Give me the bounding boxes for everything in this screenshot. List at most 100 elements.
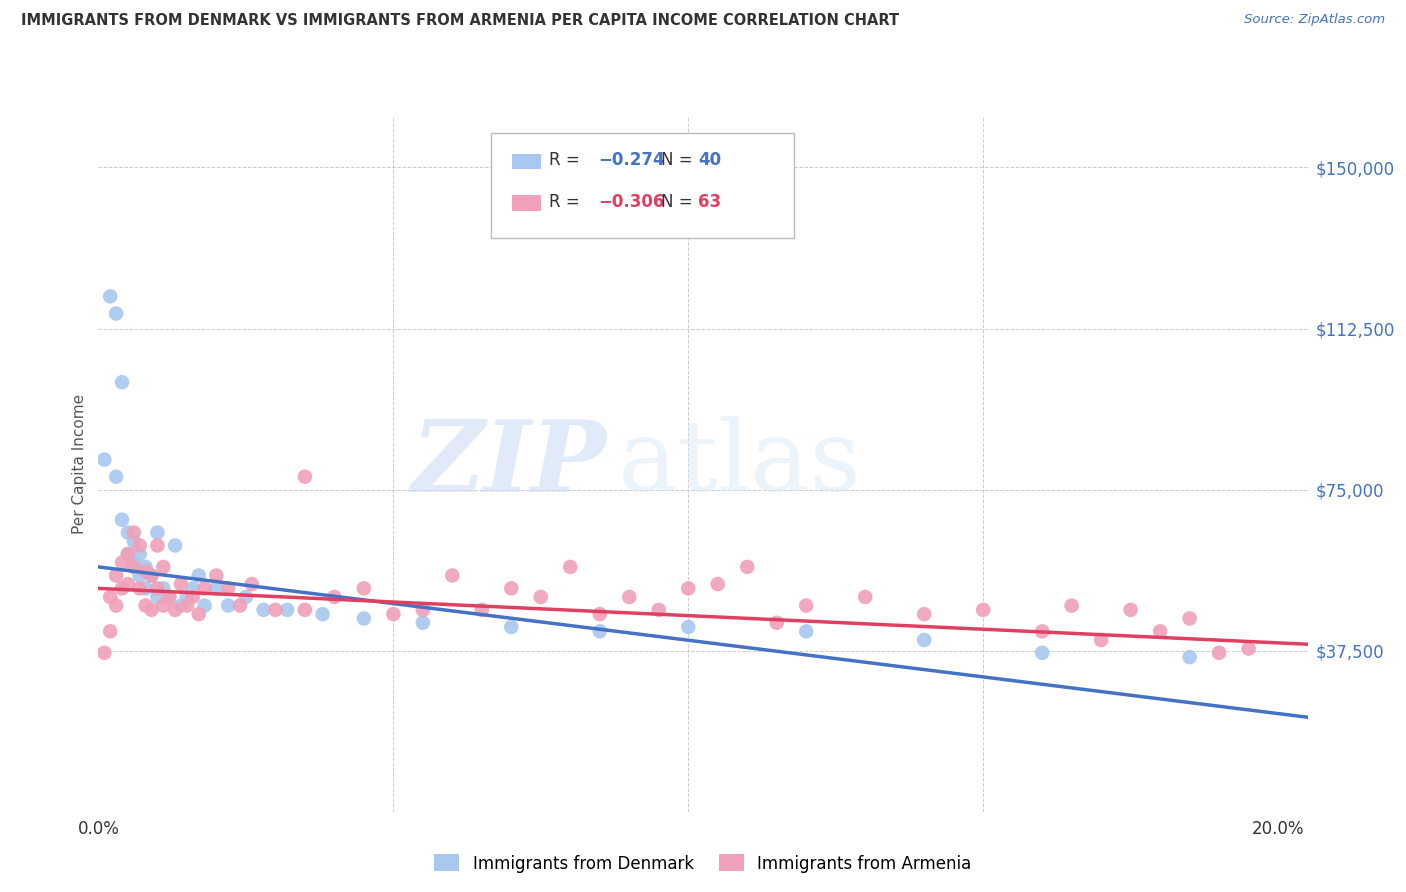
Point	[501, 620, 523, 634]
Legend: Immigrants from Denmark, Immigrants from Armenia: Immigrants from Denmark, Immigrants from…	[427, 847, 979, 880]
Point	[1031, 624, 1053, 639]
Point	[122, 525, 145, 540]
Point	[157, 590, 180, 604]
Point	[105, 599, 128, 613]
Point	[1031, 646, 1053, 660]
Point	[560, 560, 582, 574]
Point	[441, 568, 464, 582]
Text: ZIP: ZIP	[412, 416, 606, 512]
Point	[111, 582, 134, 596]
Point	[1178, 650, 1201, 665]
Point	[117, 547, 139, 561]
Point	[157, 590, 180, 604]
Y-axis label: Per Capita Income: Per Capita Income	[72, 393, 87, 534]
Point	[353, 611, 375, 625]
Point	[382, 607, 405, 622]
Point	[176, 590, 198, 604]
Point	[111, 376, 134, 390]
Text: 40: 40	[699, 152, 721, 169]
Point	[678, 620, 700, 634]
Point	[252, 603, 274, 617]
Point	[146, 538, 169, 552]
Point	[706, 577, 728, 591]
Point	[93, 452, 115, 467]
Point	[501, 582, 523, 596]
Point	[205, 582, 228, 596]
Text: N =: N =	[661, 194, 697, 211]
Point	[765, 615, 787, 630]
Point	[412, 603, 434, 617]
Text: IMMIGRANTS FROM DENMARK VS IMMIGRANTS FROM ARMENIA PER CAPITA INCOME CORRELATION: IMMIGRANTS FROM DENMARK VS IMMIGRANTS FR…	[21, 13, 900, 29]
Point	[170, 599, 193, 613]
Point	[105, 306, 128, 320]
Point	[146, 590, 169, 604]
Point	[141, 603, 163, 617]
Point	[135, 599, 157, 613]
Point	[205, 568, 228, 582]
Point	[1237, 641, 1260, 656]
Point	[229, 599, 252, 613]
Point	[105, 469, 128, 483]
Point	[735, 560, 758, 574]
Point	[165, 538, 187, 552]
Point	[471, 603, 494, 617]
Point	[128, 538, 150, 552]
Point	[294, 603, 316, 617]
Point	[794, 624, 817, 639]
Point	[135, 560, 157, 574]
Point	[146, 582, 169, 596]
Point	[1178, 611, 1201, 625]
Point	[105, 568, 128, 582]
Point	[648, 603, 671, 617]
Point	[1090, 632, 1112, 647]
Point	[1060, 599, 1083, 613]
Text: R =: R =	[550, 194, 585, 211]
Point	[152, 599, 174, 613]
Point	[181, 582, 204, 596]
Text: atlas: atlas	[619, 416, 860, 512]
Point	[264, 603, 287, 617]
Point	[311, 607, 333, 622]
FancyBboxPatch shape	[512, 153, 541, 169]
Point	[176, 599, 198, 613]
Point	[412, 615, 434, 630]
Text: 63: 63	[699, 194, 721, 211]
Point	[276, 603, 298, 617]
Text: −0.306: −0.306	[598, 194, 664, 211]
Point	[98, 624, 121, 639]
Point	[1149, 624, 1171, 639]
Point	[294, 469, 316, 483]
Point	[128, 568, 150, 582]
Point	[912, 632, 935, 647]
Point	[135, 564, 157, 578]
Point	[589, 624, 612, 639]
FancyBboxPatch shape	[512, 195, 541, 211]
Point	[135, 582, 157, 596]
Point	[589, 607, 612, 622]
Point	[187, 568, 209, 582]
Point	[972, 603, 994, 617]
Point	[152, 560, 174, 574]
Text: R =: R =	[550, 152, 585, 169]
Point	[98, 590, 121, 604]
Point	[912, 607, 935, 622]
Point	[194, 599, 217, 613]
Point	[165, 603, 187, 617]
Point	[1208, 646, 1230, 660]
Point	[678, 582, 700, 596]
Point	[240, 577, 263, 591]
Point	[187, 607, 209, 622]
Point	[235, 590, 257, 604]
Point	[141, 568, 163, 582]
Point	[117, 547, 139, 561]
Point	[117, 577, 139, 591]
Point	[128, 582, 150, 596]
Point	[122, 534, 145, 549]
Point	[353, 582, 375, 596]
Text: −0.274: −0.274	[598, 152, 665, 169]
Point	[93, 646, 115, 660]
FancyBboxPatch shape	[492, 134, 793, 238]
Point	[170, 577, 193, 591]
Point	[794, 599, 817, 613]
Point	[152, 582, 174, 596]
